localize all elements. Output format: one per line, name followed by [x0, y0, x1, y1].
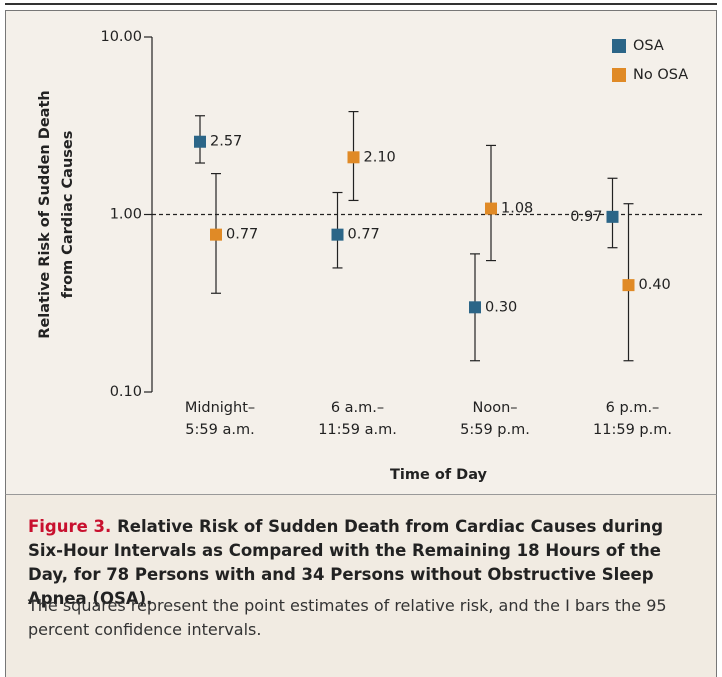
point — [485, 202, 497, 215]
point — [331, 228, 344, 241]
x-axis-label: Time of Day — [390, 467, 488, 483]
legend-label: OSA — [633, 38, 664, 54]
legend-swatch — [612, 68, 626, 82]
point — [622, 279, 635, 292]
y-tick-label: 1.00 — [110, 207, 142, 223]
chart-panel — [5, 10, 717, 495]
point — [606, 210, 619, 223]
point — [210, 228, 222, 241]
legend-swatch — [612, 39, 626, 53]
x-tick-label: 6 p.m.– — [606, 400, 660, 416]
caption-text: The squares represent the point estimate… — [28, 596, 667, 639]
x-tick-label: 11:59 a.m. — [318, 422, 397, 438]
y-tick-label: 0.10 — [110, 384, 142, 400]
y-axis-label-line: from Cardiac Causes — [60, 131, 76, 299]
data-label: 1.08 — [501, 201, 533, 217]
point — [194, 135, 206, 148]
x-tick-label: Midnight– — [185, 400, 255, 416]
x-tick-label: 5:59 p.m. — [460, 422, 530, 438]
data-label: 2.10 — [364, 149, 396, 165]
top-rule — [5, 3, 717, 5]
figure-label: Figure 3. — [28, 517, 112, 536]
data-label: 0.77 — [348, 227, 380, 243]
data-label: 2.57 — [210, 134, 242, 150]
chart: 0.10 1.00 10.00 Relative Risk of Sudden Dea… — [37, 29, 705, 483]
x-tick-label: 6 a.m.– — [331, 400, 384, 416]
figure: Figure 3. Relative Risk of Sudden Death … — [5, 0, 717, 677]
x-tick-label: 5:59 a.m. — [185, 422, 254, 438]
point — [347, 151, 360, 164]
data-label: 0.97 — [570, 209, 602, 225]
caption-panel: Figure 3. Relative Risk of Sudden Death … — [5, 494, 717, 677]
y-axis-label: Relative Risk of Sudden Death from Cardia… — [37, 90, 76, 338]
data-label: 0.77 — [226, 227, 258, 243]
x-tick-label: Noon– — [472, 400, 517, 416]
y-axis-label-line: Relative Risk of Sudden Death — [37, 90, 53, 338]
legend-label: No OSA — [633, 67, 688, 83]
point — [469, 301, 481, 314]
data-label: 0.40 — [639, 277, 671, 293]
caption-title: Figure 3. Relative Risk of Sudden Death … — [28, 515, 700, 611]
caption-heading: Relative Risk of Sudden Death from Cardi… — [28, 517, 664, 608]
x-tick-label: 11:59 p.m. — [593, 422, 672, 438]
data-label: 0.30 — [485, 299, 517, 315]
y-tick-label: 10.00 — [100, 29, 142, 45]
